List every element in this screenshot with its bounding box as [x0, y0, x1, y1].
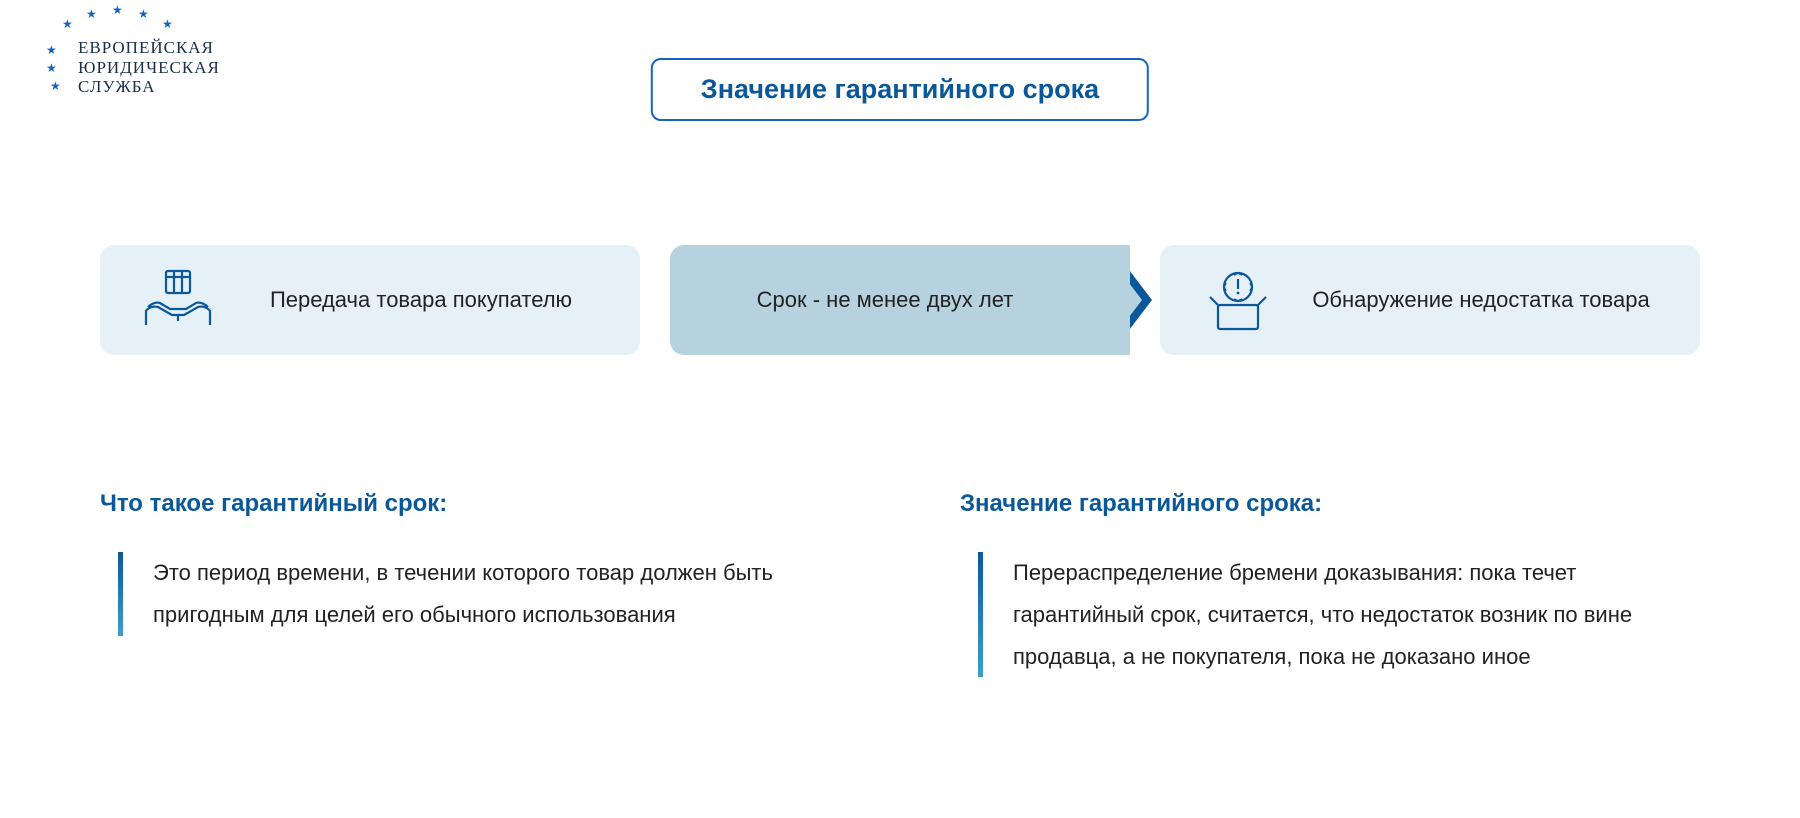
defect-box-icon — [1200, 265, 1276, 335]
flow-card-right: Обнаружение недостатка товара — [1160, 245, 1700, 355]
logo-line-2: ЮРИДИЧЕСКАЯ — [60, 58, 220, 78]
info-right-body: Перераспределение бремени доказывания: п… — [978, 552, 1700, 677]
info-col-right: Значение гарантийного срока: Перераспред… — [960, 490, 1700, 677]
info-left-heading: Что такое гарантийный срок: — [100, 490, 840, 518]
info-right-heading: Значение гарантийного срока: — [960, 490, 1700, 518]
info-col-left: Что такое гарантийный срок: Это период в… — [100, 490, 840, 677]
info-section: Что такое гарантийный срок: Это период в… — [100, 490, 1700, 677]
flow-card-left-label: Передача товара покупателю — [242, 285, 600, 315]
info-left-body: Это период времени, в течении которого т… — [118, 552, 840, 636]
flow-row: Передача товара покупателю Срок - не мен… — [100, 245, 1700, 355]
hands-box-icon — [140, 265, 216, 335]
logo-line-3: СЛУЖБА — [60, 77, 220, 97]
logo: ★ ★ ★ ★ ★ ★ ★ ★ ЕВРОПЕЙСКАЯ ЮРИДИЧЕСКАЯ … — [60, 38, 220, 97]
flow-card-left: Передача товара покупателю — [100, 245, 640, 355]
flow-arrow-label: Срок - не менее двух лет — [757, 287, 1014, 313]
logo-line-1: ЕВРОПЕЙСКАЯ — [60, 38, 220, 58]
flow-card-right-label: Обнаружение недостатка товара — [1302, 285, 1660, 315]
page-title: Значение гарантийного срока — [651, 58, 1149, 121]
flow-arrow: Срок - не менее двух лет — [670, 245, 1130, 355]
